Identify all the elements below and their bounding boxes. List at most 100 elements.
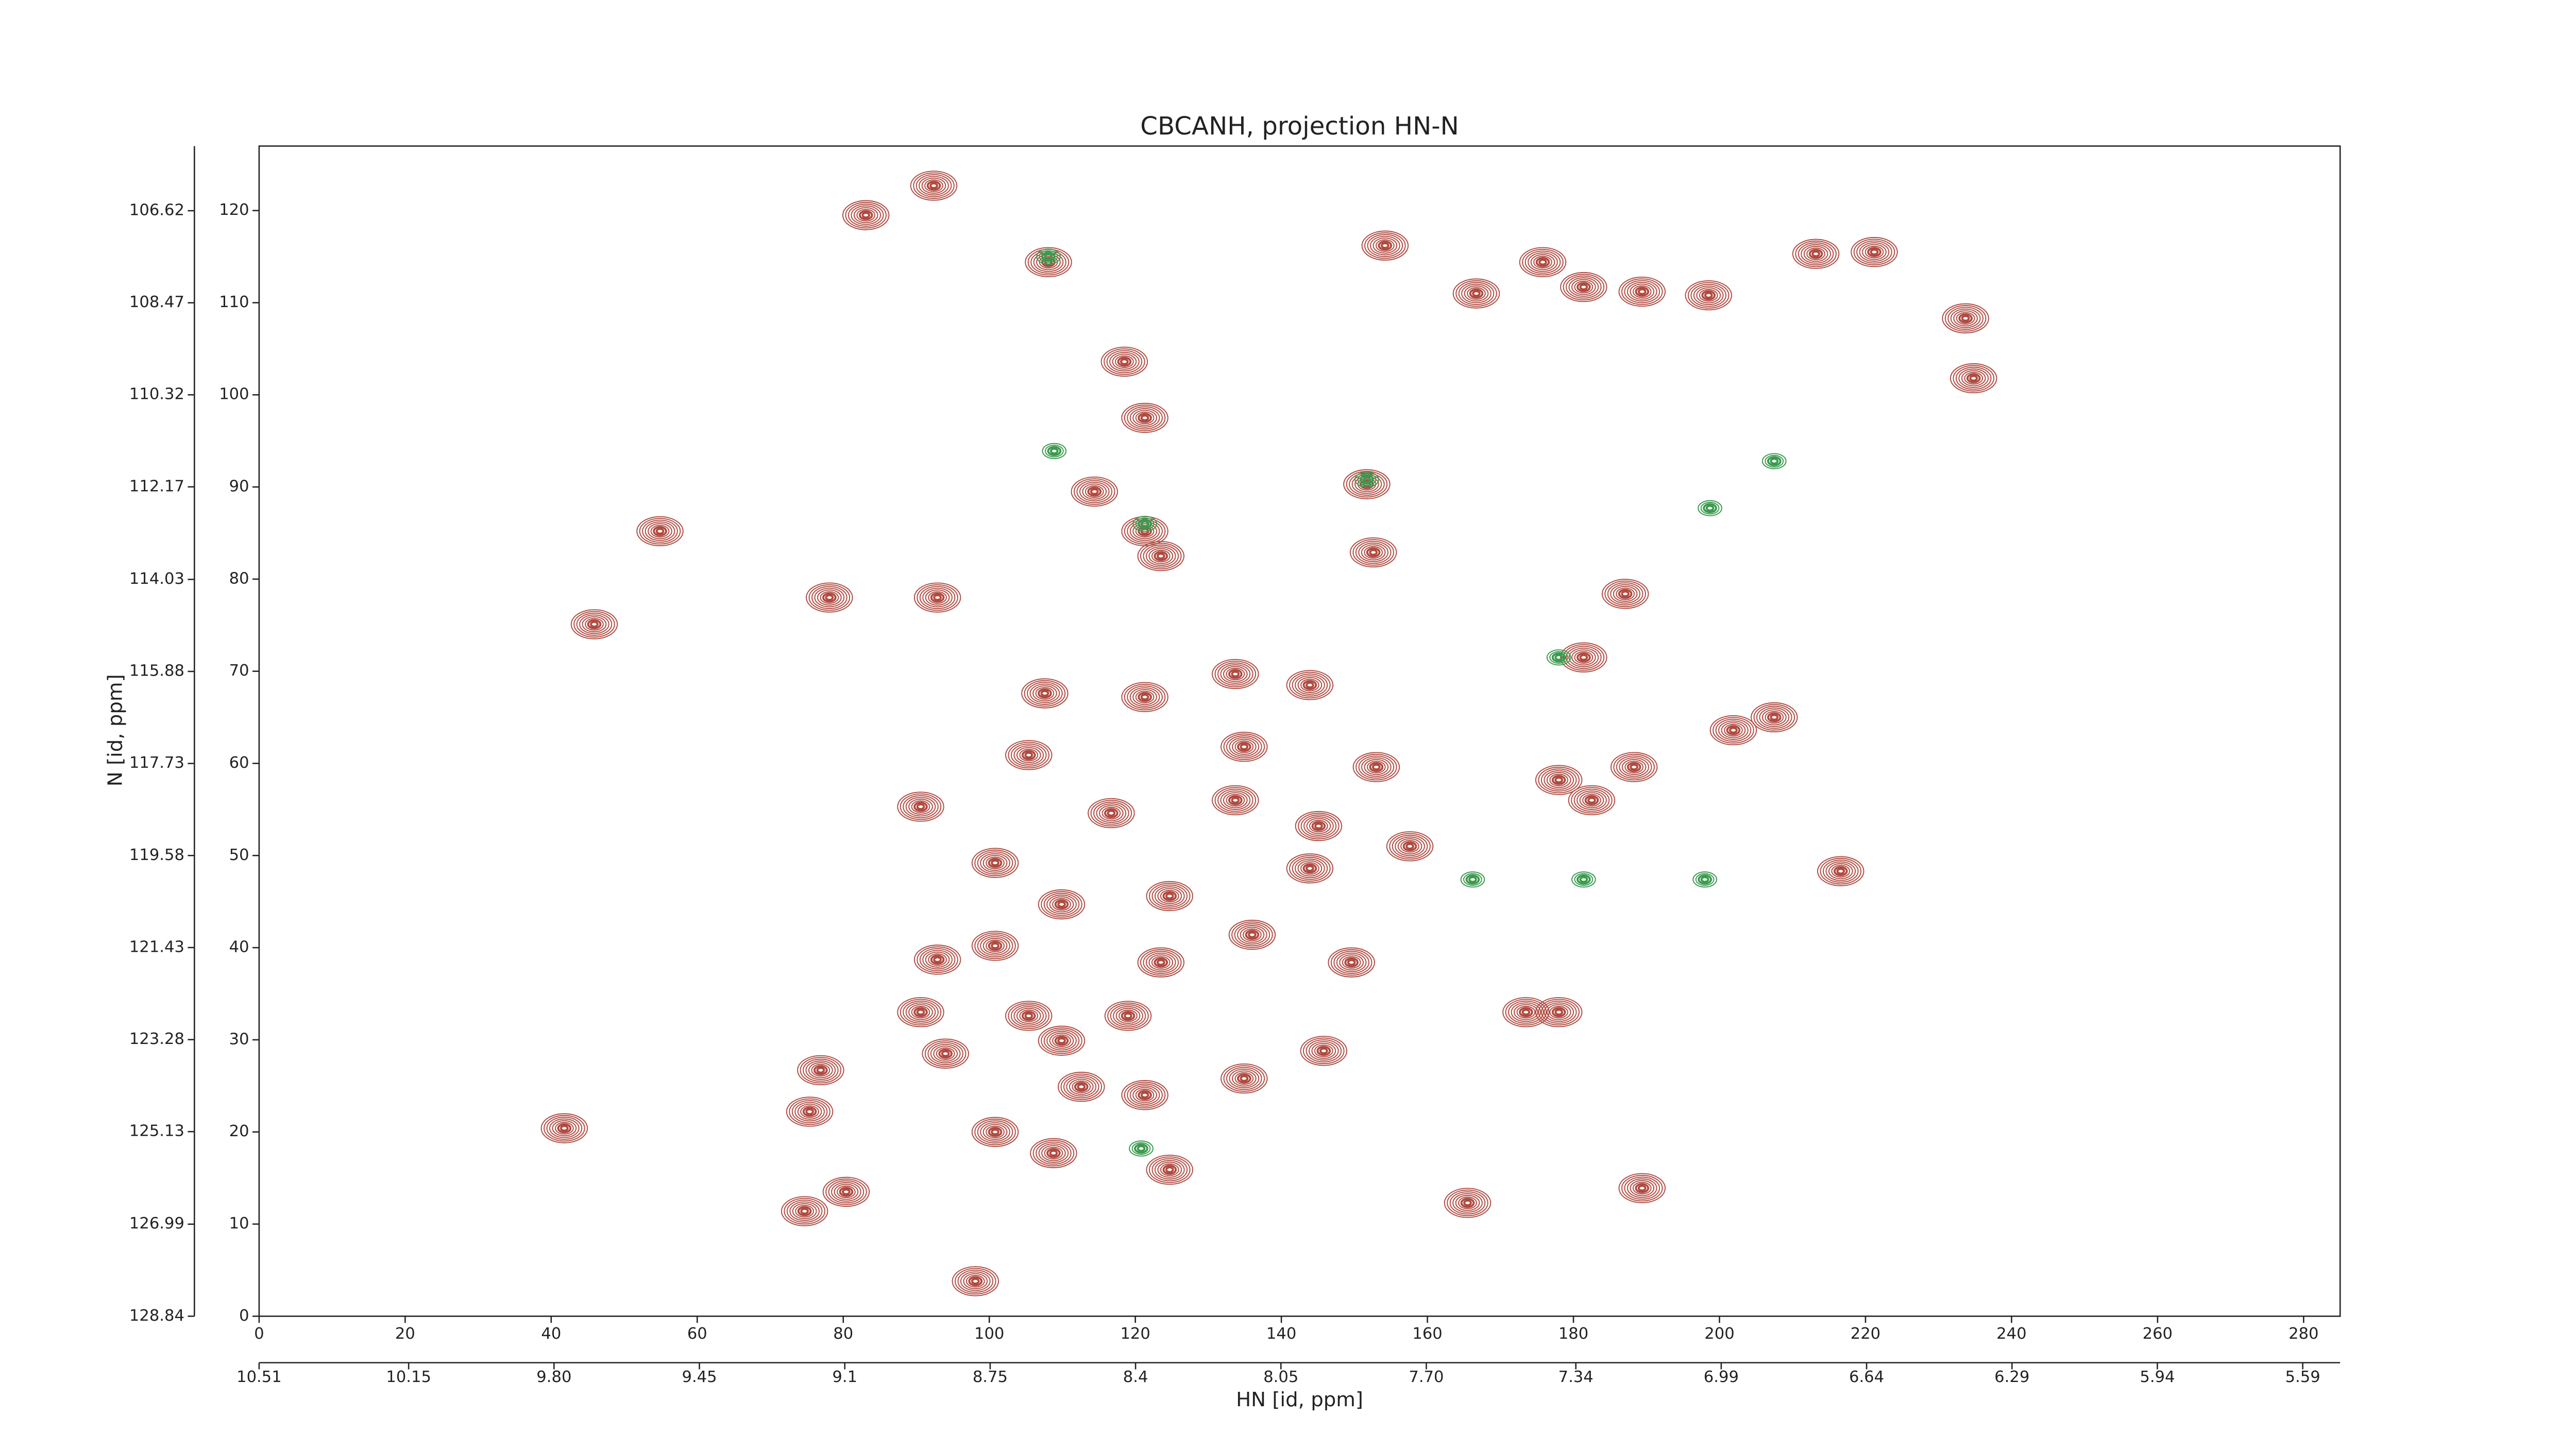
contour-ring [1044,445,1064,458]
contour-ring [842,1188,851,1195]
contour-ring [1044,1147,1063,1160]
contour-ring [1243,928,1262,941]
contour-ring [648,523,672,540]
y-tick-label: 110 [219,293,249,311]
contour-ring [1626,281,1657,301]
contour-ring [1571,279,1596,295]
contour-ring [1160,889,1179,903]
contour-ring [929,182,938,189]
contour-ring [1077,1083,1086,1090]
contour-ring [573,611,615,638]
contour-ring [839,1187,854,1197]
contour-ring [991,860,999,867]
contour-ring [1121,682,1168,712]
contour-ring [1568,785,1616,816]
peak-contour [1146,1154,1194,1185]
contour-ring [1005,740,1053,770]
contour-ring [1292,673,1328,697]
contour-ring [1140,520,1149,528]
contour-ring [1306,1039,1342,1063]
contour-ring [1298,813,1340,839]
peak-contour [1761,453,1787,469]
contour-ring [653,526,667,536]
contour-ring [1458,1197,1477,1209]
peak-contour [1618,276,1666,307]
contour-ring [977,1120,1013,1144]
contour-ring [1035,687,1055,700]
contour-ring [1146,881,1194,912]
contour-ring [1231,1070,1257,1087]
peak-contour [1212,659,1259,689]
contour-ring [1958,313,1973,324]
peak-contour [1137,947,1185,978]
contour-ring [1021,1010,1036,1021]
contour-ring [1637,288,1647,295]
contour-ring [784,1198,825,1225]
contour-ring [794,1102,825,1122]
contour-ring [1021,678,1069,709]
contour-ring [1386,831,1434,862]
x2-tick-label: 8.75 [973,1368,1008,1386]
contour-ring [1236,742,1251,752]
peak-contour [822,1176,870,1207]
contour-ring [1601,579,1649,609]
contour-ring [1135,690,1155,703]
contour-ring [1049,1150,1058,1157]
x2-tick-label: 9.45 [682,1368,717,1386]
peak-contour [786,1097,834,1127]
peak-contour [1361,230,1409,261]
contour-ring [986,939,1005,952]
contour-ring [554,1122,574,1135]
contour-ring [1038,889,1086,920]
contour-ring [1036,1141,1072,1165]
contour-ring [924,1040,967,1067]
contour-ring [808,1062,833,1079]
contour-ring [1687,282,1730,309]
contour-ring [797,1055,844,1086]
contour-ring [1554,1008,1564,1016]
y-tick-label: 120 [219,201,249,219]
contour-ring [1862,244,1887,260]
contour-ring [1621,278,1663,305]
contour-ring [1306,865,1314,872]
contour-ring [913,582,961,613]
contour-ring [1371,764,1381,771]
contour-ring [1316,1046,1331,1056]
contour-ring [1463,1199,1472,1206]
contour-ring [974,849,1016,877]
contour-ring [1856,240,1892,264]
contour-ring [800,1105,819,1118]
contour-ring [1113,1006,1143,1026]
contour-ring [1052,1034,1071,1047]
x2-tick-label: 7.70 [1409,1368,1444,1386]
contour-ring [1695,873,1715,886]
contour-ring [853,207,878,224]
contour-ring [1052,898,1071,911]
contour-ring [1964,372,1984,385]
contour-ring [1057,1037,1066,1044]
contour-ring [1016,1007,1041,1024]
contour-ring [1761,453,1787,469]
contour-ring [913,801,928,812]
contour-ring [1295,858,1325,879]
contour-ring [1032,1140,1075,1167]
contour-ring [1703,503,1717,513]
x-tick-label: 60 [687,1325,707,1343]
contour-ring [1043,892,1080,916]
peak-contour [1146,881,1194,912]
contour-ring [1693,285,1724,306]
contour-ring [1626,762,1641,772]
contour-ring [1127,685,1163,709]
contour-ring [1953,365,1994,392]
contour-ring [1010,743,1047,767]
y2-tick-label: 121.43 [129,938,184,956]
contour-ring [1024,751,1033,759]
contour-ring [1505,999,1547,1026]
contour-ring [1357,473,1377,486]
contour-ring [1546,1004,1571,1020]
contour-ring [1138,413,1152,423]
contour-ring [1058,1071,1105,1102]
contour-ring [1632,1182,1652,1195]
contour-ring [922,950,953,970]
contour-ring [800,1208,809,1215]
